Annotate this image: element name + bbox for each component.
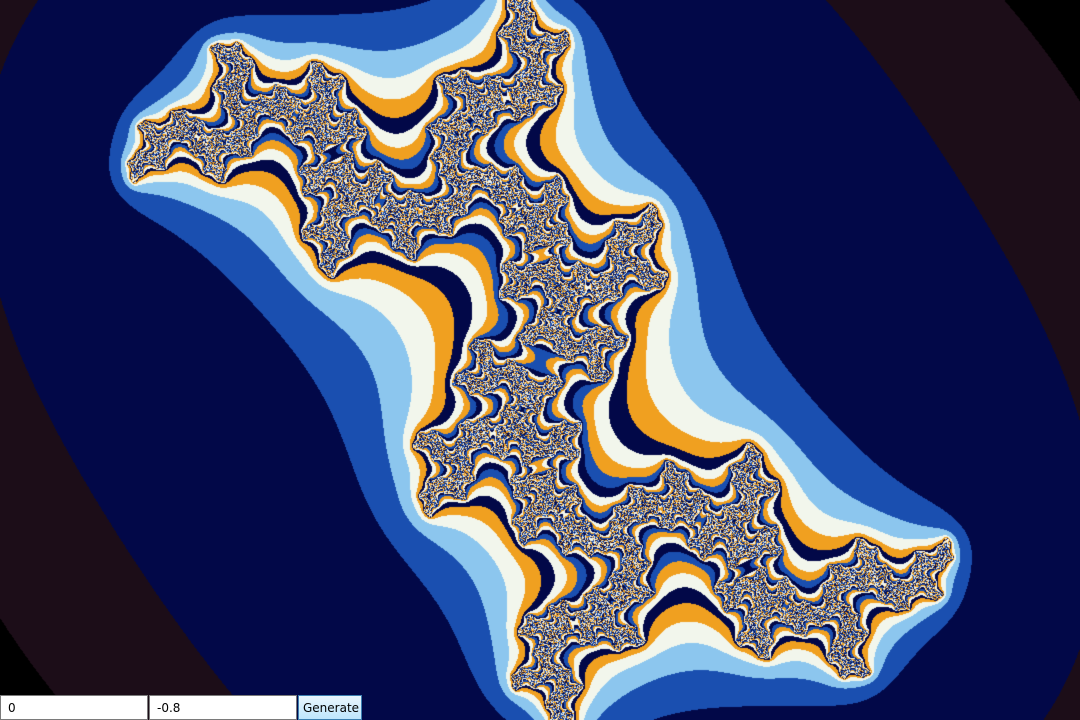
generate-button[interactable]: Generate: [298, 695, 362, 720]
imaginary-part-input[interactable]: [149, 695, 297, 720]
parameter-controls: Generate: [0, 695, 362, 720]
real-part-input[interactable]: [0, 695, 148, 720]
